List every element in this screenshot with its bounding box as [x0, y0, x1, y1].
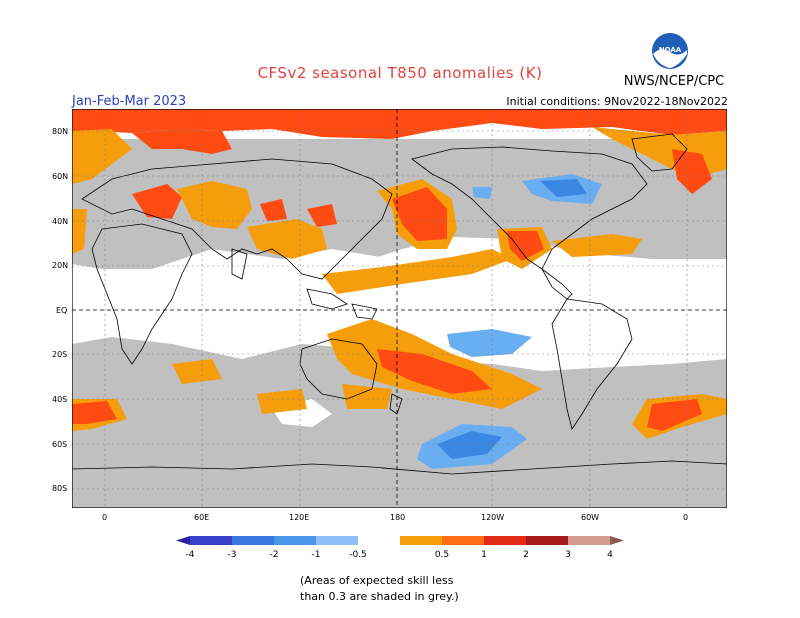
equator-dateline [72, 109, 727, 508]
colorbar-label: -1 [312, 550, 321, 560]
colorbar-arrow-right [610, 536, 624, 545]
noaa-logo-text: NOAA [659, 46, 682, 54]
colorbar-swatch [190, 536, 232, 545]
lat-label: 80S [52, 484, 68, 493]
lat-label: 20N [52, 261, 69, 270]
south-pacific-cool [417, 329, 532, 469]
colorbar-label: 0.5 [435, 550, 449, 560]
colorbar-swatch [400, 536, 442, 545]
colorbar-swatches [176, 536, 624, 545]
lat-label: 80N [52, 127, 69, 136]
south-pacific-warm [72, 319, 727, 439]
colorbar-swatch [274, 536, 316, 545]
north-america-cool [472, 174, 602, 204]
noaa-logo: NOAA [652, 33, 688, 69]
colorbar-arrow-left [176, 536, 190, 545]
colorbar-swatch [484, 536, 526, 545]
lon-label: 0 [683, 513, 689, 522]
colorbar-label: -3 [228, 550, 237, 560]
colorbar-swatch [442, 536, 484, 545]
colorbar-label: -0.5 [349, 550, 367, 560]
season-label: Jan-Feb-Mar 2023 [72, 94, 187, 109]
anomaly-map [72, 109, 727, 508]
colorbar-label: 1 [481, 550, 487, 560]
colorbar-label: 2 [523, 550, 529, 560]
lon-label: 120W [481, 513, 505, 522]
coastlines [72, 133, 727, 475]
lon-label: 120E [289, 513, 310, 522]
lon-label: 180 [390, 513, 406, 522]
colorbar-swatch [232, 536, 274, 545]
colorbar-label: 3 [565, 550, 571, 560]
map-title: CFSv2 seasonal T850 anomalies (K) [257, 64, 543, 82]
initial-conditions-label: Initial conditions: 9Nov2022-18Nov2022 [506, 95, 728, 108]
colorbar-swatch [568, 536, 610, 545]
eurasia-warm-patches [72, 181, 337, 259]
colorbar-swatch [316, 536, 358, 545]
agency-label: NWS/NCEP/CPC [623, 74, 725, 89]
colorbar-label: 4 [607, 550, 613, 560]
colorbar-labels: -4 -3 -2 -1 -0.5 0.5 1 2 3 4 [186, 550, 614, 560]
colorbar-label: -2 [270, 550, 279, 560]
arctic-warm-band [72, 109, 727, 194]
lat-label: 60N [52, 172, 69, 181]
caption-line-1: (Areas of expected skill less [300, 574, 454, 587]
lon-label: 60W [581, 513, 600, 522]
colorbar-swatch [526, 536, 568, 545]
lon-label: 0 [102, 513, 108, 522]
colorbar: -4 -3 -2 -1 -0.5 0.5 1 2 3 4 [176, 536, 624, 560]
colorbar-label: -4 [186, 550, 195, 560]
lat-label: EQ [56, 306, 68, 315]
lat-label: 40S [52, 395, 68, 404]
caption-line-2: than 0.3 are shaded in grey.) [300, 590, 459, 603]
graticule [72, 109, 727, 508]
lat-label: 60S [52, 440, 68, 449]
colorbar-swatch [358, 536, 400, 545]
lat-label: 20S [52, 350, 68, 359]
lon-label: 60E [194, 513, 210, 522]
lat-label: 40N [52, 217, 69, 226]
